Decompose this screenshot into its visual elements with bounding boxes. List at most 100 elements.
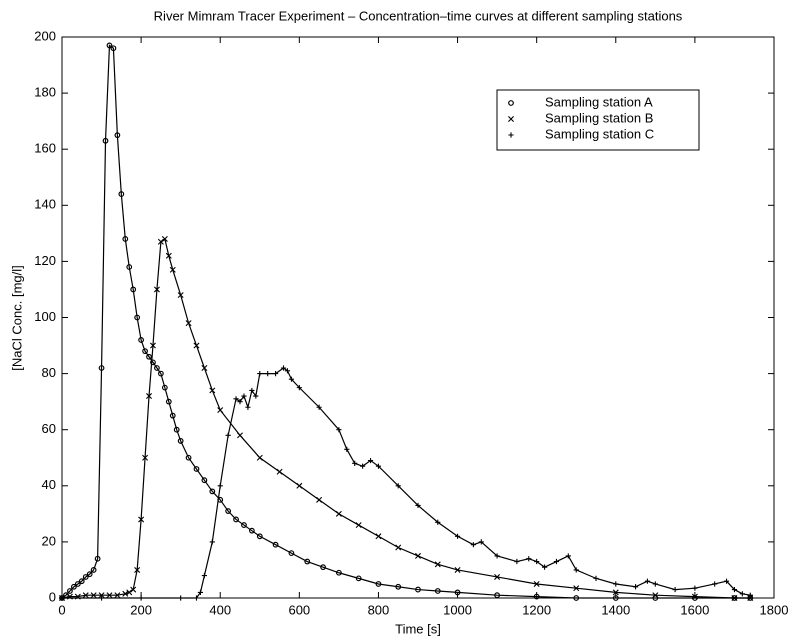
marker (573, 595, 580, 601)
marker (225, 432, 231, 438)
marker (526, 556, 532, 562)
marker (691, 593, 698, 600)
series-line (61, 44, 751, 599)
marker (118, 191, 125, 197)
marker (146, 393, 153, 400)
marker (470, 542, 476, 548)
marker (153, 286, 160, 293)
marker (193, 342, 200, 349)
marker (692, 585, 698, 591)
marker (173, 426, 180, 433)
marker (375, 533, 382, 540)
y-tick-label: 100 (34, 309, 56, 324)
marker (316, 404, 322, 410)
marker (178, 595, 184, 601)
marker (177, 292, 184, 299)
marker (154, 365, 160, 371)
marker (288, 376, 295, 382)
marker (253, 393, 259, 399)
marker (185, 454, 192, 461)
marker (395, 583, 402, 590)
marker (90, 592, 97, 599)
marker (134, 314, 141, 321)
marker (248, 527, 255, 534)
marker (534, 558, 540, 565)
marker (233, 516, 239, 523)
marker (335, 569, 342, 576)
marker (344, 446, 350, 452)
marker (352, 460, 358, 466)
marker (632, 584, 639, 590)
marker (565, 553, 571, 559)
marker (593, 575, 599, 581)
marker (245, 404, 251, 410)
marker (126, 264, 133, 270)
marker (533, 580, 540, 587)
x-tick-label: 0 (58, 602, 65, 617)
marker (316, 496, 323, 503)
marker (106, 592, 113, 599)
marker (375, 463, 382, 469)
marker (169, 412, 176, 419)
marker (573, 567, 579, 573)
marker (185, 320, 192, 327)
marker (320, 564, 326, 571)
marker (110, 45, 117, 52)
marker (193, 466, 200, 472)
marker (94, 555, 101, 562)
marker (201, 365, 208, 371)
marker (533, 593, 540, 600)
marker (197, 589, 204, 595)
chart-title: River Mimram Tracer Experiment – Concent… (154, 8, 683, 23)
legend-box (496, 89, 700, 151)
marker (114, 592, 121, 599)
marker (237, 432, 243, 439)
marker (553, 558, 560, 565)
marker (70, 583, 77, 590)
marker (130, 286, 137, 293)
marker (201, 477, 208, 484)
marker (126, 589, 133, 596)
y-tick-label: 0 (49, 589, 56, 604)
marker (296, 482, 303, 489)
marker (67, 588, 73, 594)
y-tick-label: 80 (42, 365, 56, 380)
marker (336, 427, 342, 433)
marker (90, 567, 97, 573)
marker (335, 510, 342, 517)
legend-label: Sampling station B (545, 110, 653, 125)
marker (237, 399, 243, 405)
marker (296, 385, 302, 391)
marker (265, 371, 271, 377)
marker (130, 586, 137, 593)
marker (355, 522, 362, 529)
marker (355, 575, 362, 582)
marker (508, 116, 514, 122)
marker (280, 365, 287, 371)
marker (276, 468, 283, 475)
marker (209, 488, 216, 495)
marker (478, 539, 484, 545)
marker (122, 236, 129, 242)
y-tick-label: 60 (42, 421, 56, 436)
y-tick-label: 200 (34, 28, 56, 43)
marker (367, 457, 374, 464)
marker (142, 348, 148, 355)
marker (284, 368, 291, 374)
marker (712, 581, 718, 587)
legend-label: Sampling station C (545, 126, 654, 141)
marker (217, 407, 224, 414)
marker (193, 595, 200, 601)
marker (257, 371, 263, 377)
marker (256, 533, 263, 540)
marker (165, 398, 172, 405)
marker (514, 558, 520, 565)
legend-label: Sampling station A (545, 94, 653, 109)
marker (82, 574, 89, 580)
marker (672, 586, 678, 593)
marker (273, 371, 279, 377)
marker (434, 588, 441, 594)
marker (59, 595, 65, 601)
marker (541, 564, 548, 570)
marker (612, 589, 619, 596)
